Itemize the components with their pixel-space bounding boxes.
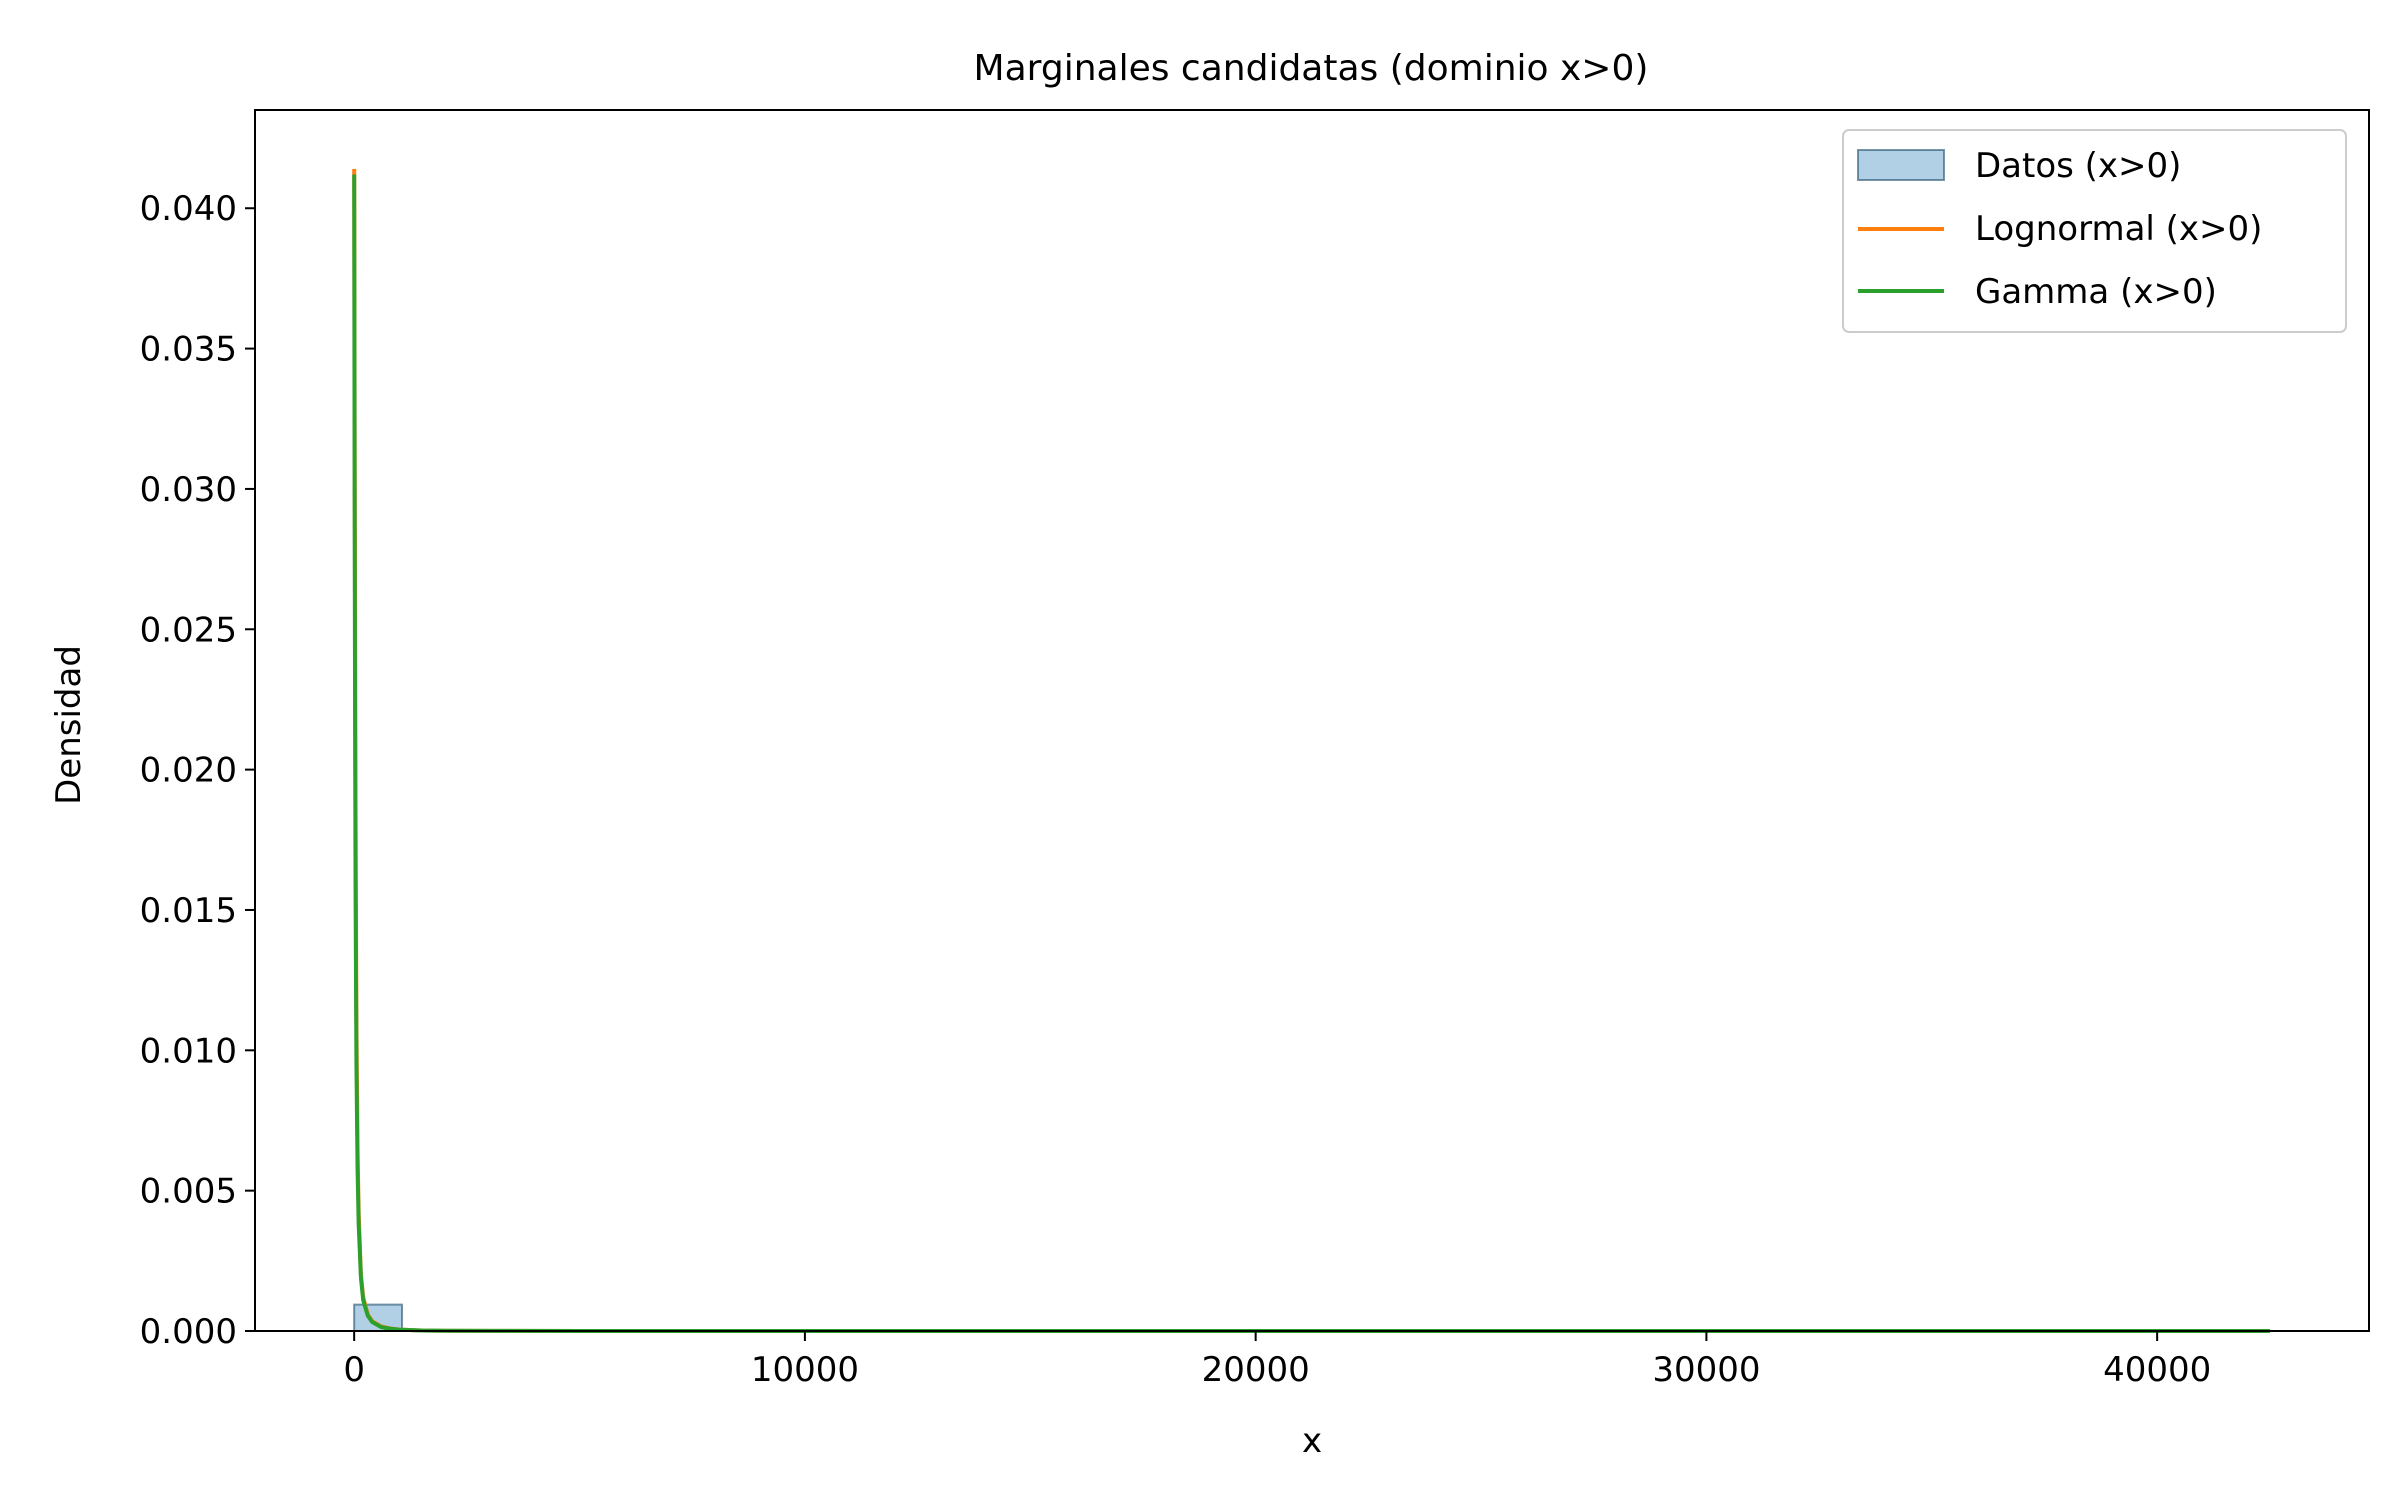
x-tick-label: 20000	[1202, 1350, 1310, 1390]
y-tick-label: 0.010	[140, 1031, 237, 1071]
y-tick-label: 0.035	[140, 330, 237, 370]
axes-frame	[254, 109, 2370, 1332]
x-tick-label: 10000	[751, 1350, 859, 1390]
y-axis-label: Densidad	[49, 645, 89, 805]
histogram-bars	[353, 1303, 451, 1333]
legend: Datos (x>0) Lognormal (x>0) Gamma (x>0)	[1842, 129, 2347, 333]
legend-box	[1842, 129, 2347, 333]
x-tick-label: 30000	[1652, 1350, 1760, 1390]
legend-swatch-datos	[1857, 149, 1945, 181]
legend-label-gamma: Gamma (x>0)	[1975, 272, 2217, 312]
histogram-bar	[353, 1303, 404, 1332]
x-tick-label: 0	[343, 1350, 365, 1390]
y-tick-label: 0.025	[140, 610, 237, 650]
legend-label-datos: Datos (x>0)	[1975, 146, 2181, 186]
y-tick-label: 0.040	[140, 189, 237, 229]
x-tick-label: 40000	[2103, 1350, 2211, 1390]
y-tick-label: 0.005	[140, 1172, 237, 1212]
x-axis-ticks: 0 10000 20000 30000 40000	[343, 1331, 2211, 1390]
y-axis-ticks: 0.000 0.005 0.010 0.015 0.020 0.025 0.030 0.035…	[140, 189, 255, 1352]
y-tick-label: 0.030	[140, 470, 237, 510]
chart-title: Marginales candidatas (dominio x>0)	[974, 48, 1649, 89]
legend-label-lognormal: Lognormal (x>0)	[1975, 209, 2262, 249]
y-tick-label: 0.020	[140, 751, 237, 791]
x-axis-label: x	[1302, 1421, 1322, 1461]
y-tick-label: 0.015	[140, 891, 237, 931]
y-tick-label: 0.000	[140, 1312, 237, 1352]
